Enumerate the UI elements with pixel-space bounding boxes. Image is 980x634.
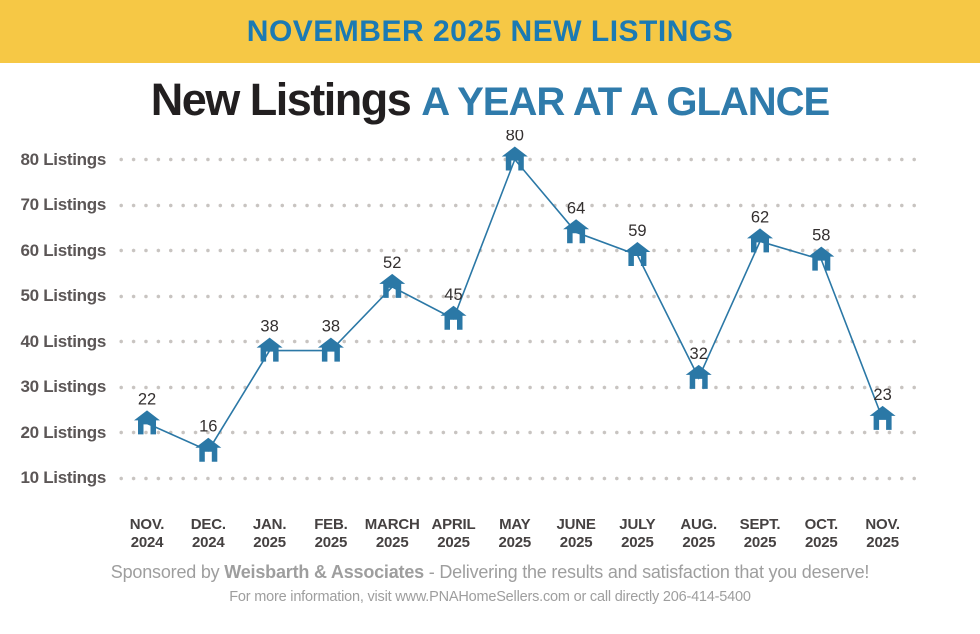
dotted-gridline: [115, 339, 921, 344]
y-axis-tick-label: 80 Listings: [20, 149, 106, 169]
point-value-label: 16: [199, 418, 217, 436]
house-marker-icon: [747, 228, 773, 253]
x-axis-year: 2025: [682, 534, 715, 551]
page-title: New Listings A YEAR AT A GLANCE: [0, 74, 980, 126]
point-value-label: 59: [628, 222, 646, 240]
dotted-gridline: [115, 430, 921, 435]
x-axis-year: 2025: [437, 534, 470, 551]
x-axis-tick-label: AUG. 2025: [653, 516, 745, 552]
x-axis-month: OCT.: [804, 516, 839, 533]
y-axis-tick-label: 60 Listings: [20, 240, 106, 260]
x-axis-tick-label: NOV. 2025: [837, 516, 929, 552]
y-axis-tick-label: 20 Listings: [20, 422, 106, 442]
footer-sponsored-prefix: Sponsored by: [110, 562, 225, 582]
y-axis-tick-label: 40 Listings: [20, 331, 106, 351]
x-axis-month: FEB.: [314, 516, 348, 533]
page-title-accent: A YEAR AT A GLANCE: [421, 80, 830, 124]
dotted-gridline: [115, 384, 921, 390]
x-axis-tick-label: DEC. 2024: [162, 516, 254, 552]
x-axis-month: MAY: [499, 516, 531, 533]
x-axis-tick-label: FEB. 2025: [285, 516, 377, 552]
x-axis-tick-label: OCT. 2025: [775, 516, 867, 552]
chart-plot-area: 22 16 38 38 52 45 80 64 59 32 62 58 23: [134, 130, 896, 462]
x-axis-tick-label: JULY 2025: [591, 516, 683, 552]
house-marker-icon: [624, 242, 651, 267]
x-axis-month: DEC.: [190, 516, 226, 533]
point-value-label: 32: [690, 345, 708, 363]
y-axis-tick-label: 30 Listings: [20, 377, 106, 396]
point-value-label: 52: [383, 254, 401, 272]
dotted-gridline: [115, 202, 921, 208]
point-value-label: 23: [873, 386, 891, 404]
new-listings-line-chart: 80 Listings 70 Listings 60 Listings 50 List…: [0, 130, 980, 570]
x-axis-tick-label: JUNE 2025: [530, 516, 622, 552]
house-marker-icon: [134, 410, 160, 435]
x-axis-year: 2025: [498, 534, 532, 551]
x-axis-month: JULY: [619, 516, 656, 533]
x-axis-month: AUG.: [680, 516, 718, 533]
x-axis-tick-label: APRIL 2025: [408, 516, 500, 552]
data-series-line: [146, 157, 884, 452]
x-axis-tick-label: NOV. 2024: [101, 516, 193, 552]
x-axis-month: JAN.: [252, 516, 287, 533]
footer-info-line: For more information, visit www.PNAHomeS…: [229, 589, 751, 605]
x-axis-month: NOV.: [129, 516, 165, 533]
x-axis-month: APRIL: [431, 516, 476, 533]
dotted-gridline: [115, 248, 921, 253]
x-axis-month: SEPT.: [739, 516, 781, 533]
x-axis-year: 2025: [743, 534, 777, 551]
footer-sponsor-line: Sponsored by Weisbarth & Associates - De…: [0, 562, 980, 583]
point-value-label: 62: [751, 208, 769, 226]
x-axis-year: 2024: [192, 534, 225, 551]
dotted-gridline: [115, 293, 921, 299]
point-value-label: 64: [567, 199, 585, 217]
point-value-label: 80: [506, 130, 524, 145]
house-marker-icon: [563, 219, 590, 244]
y-axis-tick-label: 10 Listings: [20, 468, 106, 487]
house-marker-icon: [317, 337, 344, 362]
x-axis-year: 2025: [805, 534, 838, 551]
x-axis-tick-label: MARCH 2025: [346, 516, 438, 552]
house-marker-icon: [808, 246, 835, 271]
point-value-label: 22: [138, 390, 156, 408]
point-value-label: 38: [260, 318, 278, 336]
x-axis-tick-label: MAY 2025: [469, 516, 561, 552]
x-axis-year: 2025: [314, 534, 348, 551]
x-axis-year: 2025: [621, 534, 654, 551]
y-axis-tick-label: 50 Listings: [20, 286, 106, 305]
x-axis-year: 2025: [559, 534, 593, 551]
header-banner: NOVEMBER 2025 NEW LISTINGS: [0, 0, 980, 63]
y-axis-tick-label: 70 Listings: [20, 195, 106, 214]
house-marker-icon: [256, 337, 283, 362]
house-marker-icon: [379, 273, 406, 298]
page-title-main: New Listings: [150, 74, 412, 125]
point-value-label: 58: [812, 227, 830, 245]
point-value-label: 38: [322, 318, 340, 336]
x-axis-month: NOV.: [865, 516, 900, 533]
house-marker-icon: [440, 305, 467, 330]
footer: Sponsored by Weisbarth & Associates - De…: [0, 562, 980, 605]
footer-sponsor-name: Weisbarth & Associates: [224, 562, 424, 582]
house-marker-icon: [195, 437, 222, 462]
x-axis-tick-label: JAN. 2025: [224, 516, 316, 552]
x-axis-tick-label: SEPT. 2025: [714, 516, 806, 552]
x-axis-month: MARCH: [364, 516, 420, 533]
banner-title: NOVEMBER 2025 NEW LISTINGS: [246, 14, 734, 48]
house-marker-icon: [685, 364, 712, 389]
footer-sponsored-suffix: - Delivering the results and satisfactio…: [423, 562, 870, 582]
x-axis-year: 2025: [866, 534, 899, 551]
point-value-label: 45: [444, 286, 462, 304]
house-marker-icon: [869, 405, 896, 430]
x-axis-year: 2024: [130, 534, 164, 551]
dotted-gridline: [115, 475, 921, 481]
house-marker-icon: [501, 146, 528, 171]
x-axis-year: 2025: [375, 534, 409, 551]
x-axis-year: 2025: [253, 534, 286, 551]
x-axis-month: JUNE: [556, 516, 596, 533]
